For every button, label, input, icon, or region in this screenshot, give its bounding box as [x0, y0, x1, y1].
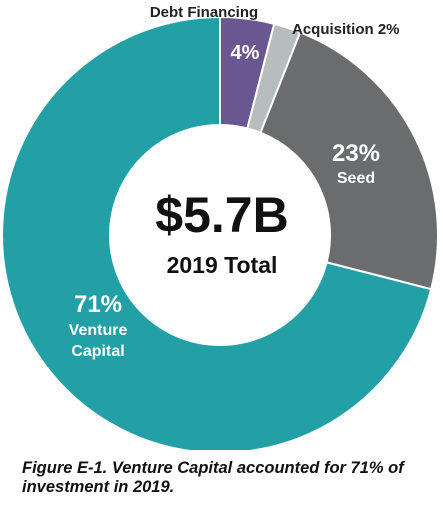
venture-percent-label: 71%	[74, 291, 122, 318]
donut-slices	[1, 15, 439, 450]
center-total-label: 2019 Total	[167, 252, 278, 278]
venture-name-label-line1: Venture	[69, 322, 128, 339]
venture-name-label-line2: Capital	[71, 343, 124, 360]
figure-caption: Figure E-1. Venture Capital accounted fo…	[22, 459, 404, 496]
debt-percent-label: 4%	[231, 42, 260, 64]
seed-percent-label: 23%	[332, 140, 380, 167]
slice-seed	[259, 31, 439, 291]
seed-name-label: Seed	[337, 170, 375, 187]
donut-chart: $5.7B 2019 Total Debt Financing Acquisit…	[1, 4, 439, 450]
acquisition-label: Acquisition 2%	[292, 21, 400, 38]
slice-venture-capital	[1, 15, 433, 450]
center-total-value: $5.7B	[155, 187, 288, 243]
debt-financing-label: Debt Financing	[150, 4, 258, 21]
